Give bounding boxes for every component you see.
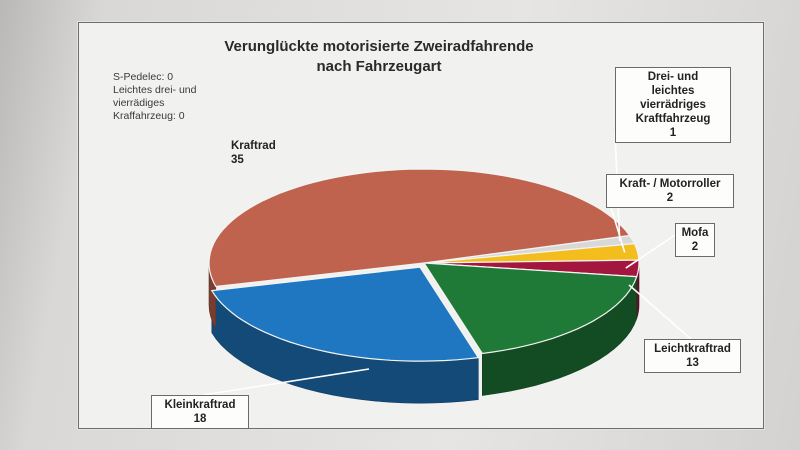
label-dreiraedriges-line1: Drei- und bbox=[647, 71, 699, 83]
pie-slice-leichtkraftrad bbox=[422, 262, 638, 355]
leader-line-leichtkraftrad bbox=[628, 284, 692, 340]
label-kleinkraftrad-value: 18 bbox=[193, 413, 207, 425]
label-motorroller-name: Kraft- / Motorroller bbox=[619, 178, 721, 190]
label-kraftrad-value: 35 bbox=[231, 154, 244, 166]
label-kleinkraftrad-name: Kleinkraftrad bbox=[164, 399, 236, 411]
pie-tops bbox=[208, 168, 640, 362]
label-dreiraedriges-line3: vierrädriges bbox=[640, 99, 706, 111]
leader-line-mofa bbox=[625, 234, 676, 269]
zero-note-line4: Kraffahrzeug: 0 bbox=[113, 110, 185, 122]
leader-line-kleinkraftrad bbox=[202, 368, 370, 396]
chart-title-line1: Verunglückte motorisierte Zweiradfahrend… bbox=[224, 38, 534, 55]
chart-frame: Verunglückte motorisierte Zweiradfahrend… bbox=[78, 22, 764, 429]
label-dreiraedriges-value: 1 bbox=[669, 127, 677, 139]
label-motorroller: Kraft- / Motorroller 2 bbox=[606, 174, 734, 208]
zero-note-line3: vierrädiges bbox=[113, 97, 165, 109]
label-leichtkraftrad-value: 13 bbox=[686, 357, 699, 369]
zero-values-note: S-Pedelec: 0 Leichtes drei- und vierrädi… bbox=[113, 71, 233, 123]
chart-title: Verunglückte motorisierte Zweiradfahrend… bbox=[219, 37, 539, 77]
label-leichtkraftrad-name: Leichtkraftrad bbox=[654, 343, 731, 355]
label-mofa-value: 2 bbox=[691, 241, 699, 253]
pie-slice-kleinkraftrad bbox=[210, 266, 480, 362]
label-mofa: Mofa 2 bbox=[675, 223, 715, 257]
zero-note-line2: Leichtes drei- und bbox=[113, 84, 197, 96]
label-motorroller-value: 2 bbox=[666, 192, 674, 204]
label-kraftrad-name: Kraftrad bbox=[231, 140, 276, 152]
label-leichtkraftrad: Leichtkraftrad 13 bbox=[644, 339, 741, 373]
label-dreiraedriges-kfz: Drei- und leichtes vierrädriges Kraftfah… bbox=[615, 67, 731, 143]
label-dreiraedriges-line2: leichtes bbox=[651, 85, 695, 97]
label-mofa-name: Mofa bbox=[681, 227, 709, 239]
pie-slice-kraftrad bbox=[208, 168, 631, 288]
pie-chart bbox=[202, 132, 692, 404]
label-kleinkraftrad: Kleinkraftrad 18 bbox=[151, 395, 249, 429]
zero-note-line1: S-Pedelec: 0 bbox=[113, 71, 174, 83]
chart-title-line2: nach Fahrzeugart bbox=[316, 58, 442, 75]
label-kraftrad: Kraftrad 35 bbox=[231, 139, 276, 167]
label-dreiraedriges-line4: Kraftfahrzeug bbox=[635, 113, 711, 125]
